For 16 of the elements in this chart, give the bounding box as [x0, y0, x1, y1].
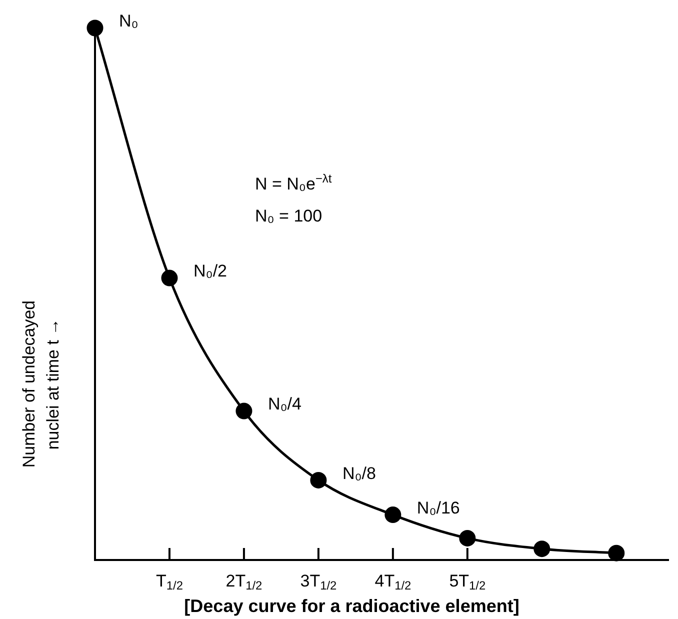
point: [310, 472, 327, 488]
y-axis-title: Number of undecayed nuclei at time t →: [20, 300, 63, 468]
point: [459, 530, 476, 546]
annotation: N₀: [119, 12, 138, 31]
point: [236, 402, 252, 420]
point: [161, 270, 178, 286]
annotation: N₀ = 100: [255, 206, 322, 226]
x-axis-title: [Decay curve for a radioactive element]: [184, 596, 520, 616]
point: [384, 506, 402, 524]
point: [86, 20, 104, 36]
annotation: N₀/2: [193, 262, 227, 281]
point: [608, 544, 625, 562]
annotation: N₀/16: [416, 498, 460, 518]
annotation: N₀/8: [342, 464, 376, 483]
point: [534, 540, 550, 558]
annotation: N₀/4: [268, 394, 302, 414]
